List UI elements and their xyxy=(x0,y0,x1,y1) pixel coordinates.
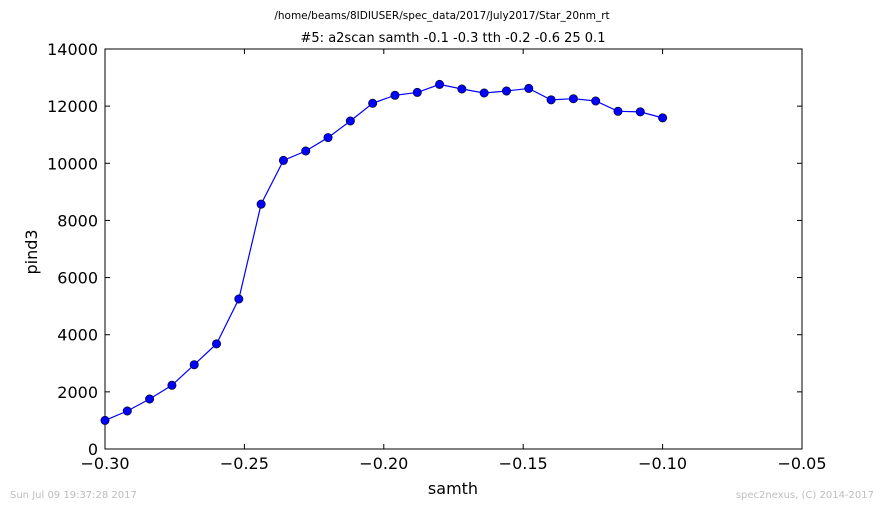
data-point xyxy=(323,133,333,143)
y-tick-label: 14000 xyxy=(47,40,98,59)
y-tick-label: 4000 xyxy=(57,326,98,345)
x-tick-label: −0.05 xyxy=(777,454,826,473)
y-tick-label: 8000 xyxy=(57,211,98,230)
data-series xyxy=(100,79,668,425)
y-ticks: 0 2000 4000 6000 8000 10000 12000 14000 xyxy=(47,40,802,459)
data-point xyxy=(368,98,378,108)
y-tick-label: 12000 xyxy=(47,97,98,116)
data-point xyxy=(345,116,355,126)
data-point xyxy=(100,415,110,425)
scan-title: #5: a2scan samth -0.1 -0.3 tth -0.2 -0.6… xyxy=(301,31,606,46)
data-point xyxy=(278,155,288,165)
file-path-title: /home/beams/8IDIUSER/spec_data/2017/July… xyxy=(274,10,609,22)
y-tick-label: 0 xyxy=(88,440,98,459)
data-point xyxy=(189,360,199,370)
x-axis-label: samth xyxy=(428,479,478,498)
data-point xyxy=(658,113,668,123)
data-point xyxy=(591,96,601,106)
data-point xyxy=(568,94,578,104)
footer-credit: spec2nexus, (C) 2014-2017 xyxy=(736,490,874,501)
data-point xyxy=(145,394,155,404)
x-tick-label: −0.15 xyxy=(499,454,548,473)
y-axis-label: pind3 xyxy=(22,229,41,274)
x-tick-label: −0.10 xyxy=(638,454,687,473)
data-point xyxy=(524,83,534,93)
data-point xyxy=(212,339,222,349)
data-point xyxy=(412,87,422,97)
data-point xyxy=(435,79,445,89)
data-point xyxy=(122,406,132,416)
data-point xyxy=(546,95,556,105)
data-point xyxy=(256,199,266,209)
x-tick-label: −0.25 xyxy=(220,454,269,473)
footer-timestamp: Sun Jul 09 19:37:28 2017 xyxy=(10,490,137,501)
data-point xyxy=(635,107,645,117)
series-line xyxy=(104,83,663,421)
data-point xyxy=(167,380,177,390)
y-tick-label: 2000 xyxy=(57,383,98,402)
data-point xyxy=(390,90,400,100)
plot-axes: −0.30 −0.25 −0.20 −0.15 −0.10 −0.05 0 2000 4000… xyxy=(47,40,826,473)
plot-frame xyxy=(104,48,803,450)
data-point xyxy=(613,106,623,116)
x-tick-label: −0.20 xyxy=(359,454,408,473)
data-point xyxy=(457,84,467,94)
data-point xyxy=(301,146,311,156)
y-tick-label: 10000 xyxy=(47,154,98,173)
y-tick-label: 6000 xyxy=(57,269,98,288)
x-tick-label: −0.30 xyxy=(80,454,129,473)
data-point xyxy=(501,86,511,96)
x-ticks: −0.30 −0.25 −0.20 −0.15 −0.10 −0.05 xyxy=(80,49,827,473)
data-point xyxy=(479,88,489,98)
data-point xyxy=(234,294,244,304)
